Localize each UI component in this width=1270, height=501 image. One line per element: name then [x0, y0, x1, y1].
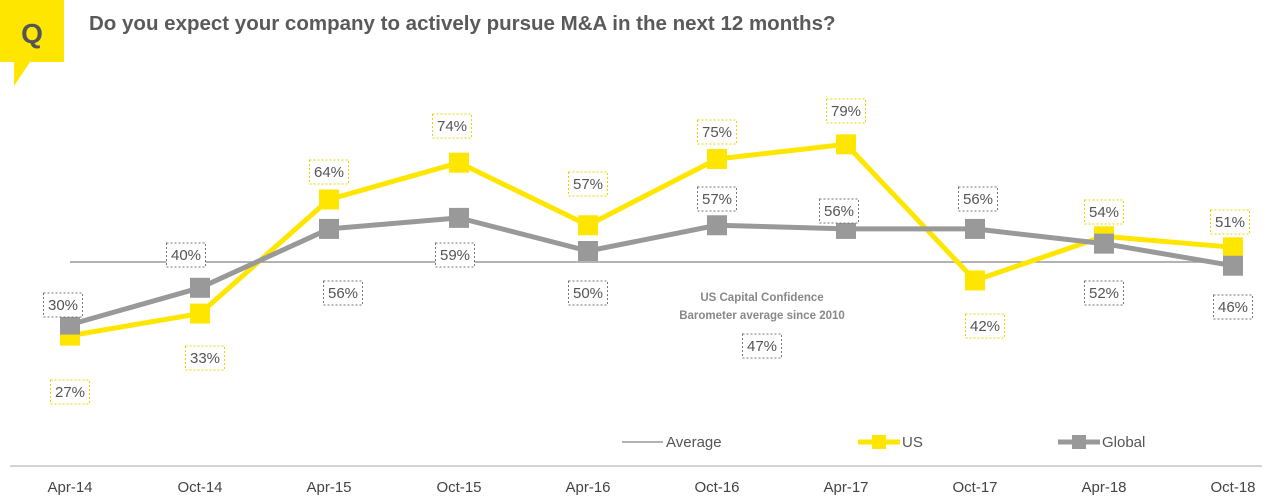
x-tick-label: Apr-16	[565, 479, 610, 496]
us-data-label-box	[432, 113, 472, 139]
us-data-label: 51%	[1215, 214, 1245, 231]
global-data-label: 57%	[702, 191, 732, 208]
global-data-label: 59%	[440, 247, 470, 264]
x-tick-label: Apr-18	[1081, 479, 1126, 496]
us-data-label-box	[697, 119, 737, 145]
us-data-label-box	[1084, 199, 1124, 225]
series-line-global	[69, 215, 1234, 328]
legend-us-marker	[872, 435, 886, 449]
legend-average-label: Average	[666, 434, 722, 451]
series-marker-us	[707, 149, 727, 169]
global-data-label-box	[1084, 280, 1124, 306]
series-marker-global	[449, 207, 469, 228]
series-marker-global	[1223, 255, 1243, 276]
series-marker-global	[836, 218, 856, 239]
global-data-label: 30%	[48, 297, 78, 314]
series-marker-global	[60, 314, 80, 335]
global-data-label-box	[435, 242, 475, 268]
us-data-label-box	[185, 345, 225, 371]
global-data-label: 50%	[573, 285, 603, 302]
x-tick-label: Oct-18	[1210, 479, 1255, 496]
series-marker-us	[578, 215, 598, 236]
us-data-label-box	[309, 159, 349, 185]
series-marker-global	[190, 277, 210, 298]
series-marker-us	[190, 303, 210, 324]
us-data-label: 75%	[702, 124, 732, 141]
question-badge	[0, 0, 64, 86]
series-marker-global	[578, 241, 598, 261]
global-data-label-box	[819, 198, 859, 224]
series-marker-global	[1094, 233, 1114, 254]
us-data-label-box	[50, 379, 90, 405]
x-tick-label: Apr-15	[306, 479, 351, 496]
global-data-label-box	[43, 292, 83, 318]
legend-global-marker	[1072, 435, 1086, 449]
x-tick-label: Oct-17	[952, 479, 997, 496]
average-annotation-line: US Capital Confidence	[700, 292, 823, 304]
us-data-label: 79%	[831, 103, 861, 120]
chart-title: Do you expect your company to actively p…	[89, 12, 836, 35]
global-data-label: 46%	[1218, 299, 1248, 316]
us-data-label: 42%	[970, 318, 1000, 335]
average-data-label: 47%	[747, 338, 777, 355]
series-marker-global	[965, 218, 985, 239]
average-data-label-box	[742, 333, 782, 359]
x-tick-label: Oct-14	[177, 479, 222, 496]
question-badge-shape	[0, 0, 64, 86]
series-marker-us	[449, 152, 469, 173]
series-marker-us	[319, 189, 339, 210]
x-tick-label: Oct-15	[436, 479, 481, 496]
global-data-label-box	[568, 280, 608, 306]
us-data-label: 57%	[573, 176, 603, 193]
us-data-label-box	[965, 313, 1005, 339]
x-tick-label: Apr-17	[823, 479, 868, 496]
global-data-label: 56%	[328, 285, 358, 302]
series-marker-global	[707, 215, 727, 236]
global-data-label: 52%	[1089, 285, 1119, 302]
us-data-label: 27%	[55, 384, 85, 401]
global-data-label-box	[166, 242, 206, 268]
global-data-label: 56%	[963, 191, 993, 208]
global-data-label-box	[1213, 294, 1253, 320]
us-data-label-box	[568, 171, 608, 197]
global-data-label-box	[323, 280, 363, 306]
global-data-label: 40%	[171, 247, 201, 264]
x-tick-label: Oct-16	[694, 479, 739, 496]
question-badge-letter: Q	[21, 18, 43, 49]
global-data-label-box	[697, 186, 737, 212]
legend-global-label: Global	[1102, 434, 1145, 451]
us-data-label: 54%	[1089, 204, 1119, 221]
series-marker-us	[965, 270, 985, 291]
legend-us-label: US	[902, 434, 923, 451]
global-data-label: 56%	[824, 203, 854, 220]
us-data-label: 74%	[437, 118, 467, 135]
us-data-label-box	[1210, 209, 1250, 235]
us-data-label: 33%	[190, 350, 220, 367]
us-data-label: 64%	[314, 164, 344, 181]
average-annotation-line: Barometer average since 2010	[679, 310, 845, 322]
us-data-label-box	[826, 98, 866, 124]
series-marker-us	[1223, 237, 1243, 258]
global-data-label-box	[958, 186, 998, 212]
x-tick-label: Apr-14	[47, 479, 92, 496]
series-marker-us	[836, 134, 856, 155]
series-marker-global	[319, 218, 339, 239]
